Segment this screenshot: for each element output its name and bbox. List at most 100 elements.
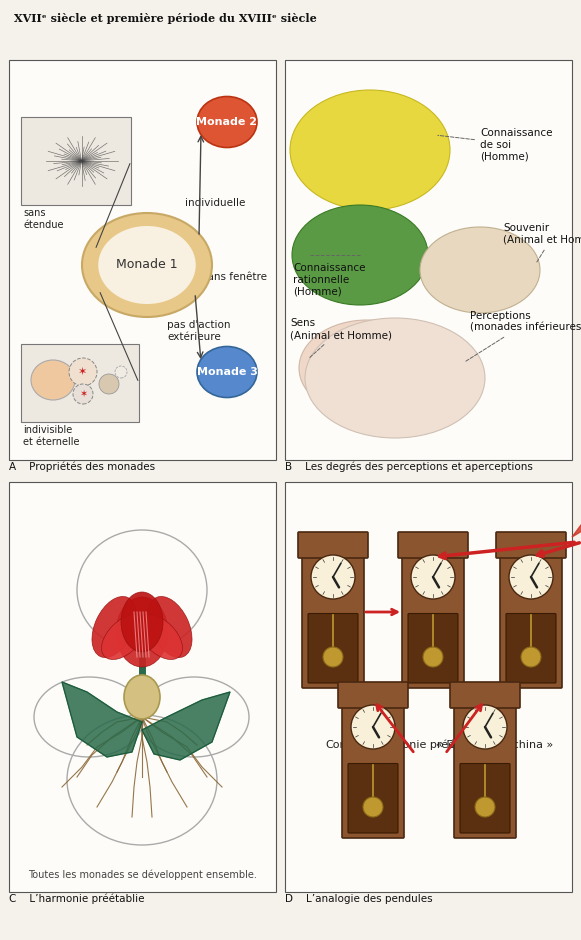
- Ellipse shape: [197, 347, 257, 398]
- FancyBboxPatch shape: [302, 536, 364, 688]
- Text: Souvenir
(Animal et Homme): Souvenir (Animal et Homme): [503, 224, 581, 262]
- Text: ✶: ✶: [79, 389, 87, 399]
- Text: « Deus ex machina »: « Deus ex machina »: [436, 740, 554, 750]
- Text: Monade 3: Monade 3: [196, 367, 257, 377]
- Ellipse shape: [352, 357, 382, 379]
- Ellipse shape: [367, 358, 423, 398]
- Polygon shape: [572, 507, 581, 537]
- Text: ✶: ✶: [78, 367, 88, 377]
- FancyBboxPatch shape: [402, 536, 464, 688]
- FancyBboxPatch shape: [308, 614, 358, 683]
- FancyBboxPatch shape: [342, 686, 404, 838]
- FancyBboxPatch shape: [460, 763, 510, 833]
- Ellipse shape: [320, 113, 420, 187]
- Ellipse shape: [474, 266, 486, 274]
- Ellipse shape: [362, 144, 378, 156]
- Bar: [21, 117, 131, 205]
- Text: C    L’harmonie préétablie: C L’harmonie préétablie: [9, 894, 145, 904]
- Ellipse shape: [357, 253, 363, 257]
- Circle shape: [73, 384, 93, 404]
- Text: XVIIᵉ siècle et première période du XVIIIᵉ siècle: XVIIᵉ siècle et première période du XVII…: [14, 13, 317, 24]
- Ellipse shape: [365, 367, 369, 369]
- Ellipse shape: [124, 675, 160, 719]
- Ellipse shape: [330, 335, 460, 421]
- FancyBboxPatch shape: [348, 763, 398, 833]
- Circle shape: [423, 647, 443, 667]
- Ellipse shape: [290, 90, 450, 210]
- Ellipse shape: [82, 213, 212, 317]
- Bar: [9, 482, 276, 892]
- Text: Perceptions
(monades inférieures): Perceptions (monades inférieures): [465, 311, 581, 362]
- Ellipse shape: [367, 148, 373, 152]
- Circle shape: [99, 374, 119, 394]
- Text: Toutes les monades se développent ensemble.: Toutes les monades se développent ensemb…: [27, 870, 256, 880]
- Ellipse shape: [305, 318, 485, 438]
- Ellipse shape: [305, 215, 415, 295]
- FancyBboxPatch shape: [450, 682, 520, 708]
- Ellipse shape: [92, 597, 136, 657]
- FancyBboxPatch shape: [506, 614, 556, 683]
- Ellipse shape: [121, 592, 163, 652]
- FancyBboxPatch shape: [500, 536, 562, 688]
- Bar: [285, 60, 572, 460]
- Text: Connaissance
rationnelle
(Homme): Connaissance rationnelle (Homme): [293, 263, 365, 296]
- Ellipse shape: [465, 259, 495, 281]
- Ellipse shape: [31, 360, 75, 400]
- Circle shape: [115, 366, 127, 378]
- Ellipse shape: [361, 364, 373, 372]
- Text: sans
étendue: sans étendue: [23, 208, 63, 229]
- FancyBboxPatch shape: [454, 686, 516, 838]
- Circle shape: [351, 705, 395, 749]
- Ellipse shape: [148, 597, 192, 657]
- Ellipse shape: [420, 227, 540, 313]
- Ellipse shape: [305, 102, 435, 198]
- Text: Harmonie préétablie: Harmonie préétablie: [372, 740, 486, 750]
- FancyBboxPatch shape: [298, 532, 368, 558]
- Ellipse shape: [197, 97, 257, 148]
- Circle shape: [521, 647, 541, 667]
- Bar: [21, 344, 139, 422]
- Text: indivisible
et éternelle: indivisible et éternelle: [23, 425, 80, 446]
- Circle shape: [509, 555, 553, 599]
- Circle shape: [475, 797, 495, 817]
- Text: individuelle: individuelle: [185, 198, 245, 208]
- Text: Monade 1: Monade 1: [116, 258, 178, 272]
- Text: Connaissance
de soi
(Homme): Connaissance de soi (Homme): [437, 128, 553, 161]
- Ellipse shape: [435, 237, 525, 303]
- Ellipse shape: [338, 239, 382, 271]
- FancyBboxPatch shape: [338, 682, 408, 708]
- Ellipse shape: [317, 333, 417, 403]
- Ellipse shape: [322, 227, 398, 283]
- Ellipse shape: [116, 597, 168, 667]
- Text: sans fenêtre: sans fenêtre: [202, 272, 267, 282]
- Ellipse shape: [102, 615, 146, 660]
- Text: Sens
(Animal et Homme): Sens (Animal et Homme): [290, 319, 392, 358]
- FancyBboxPatch shape: [398, 532, 468, 558]
- FancyBboxPatch shape: [408, 614, 458, 683]
- Ellipse shape: [337, 346, 397, 390]
- Ellipse shape: [138, 615, 182, 660]
- Circle shape: [323, 647, 343, 667]
- Circle shape: [463, 705, 507, 749]
- Ellipse shape: [336, 125, 404, 175]
- Ellipse shape: [299, 320, 435, 416]
- Text: B    Les degrés des perceptions et aperceptions: B Les degrés des perceptions et apercept…: [285, 462, 533, 473]
- Polygon shape: [142, 692, 230, 760]
- Ellipse shape: [478, 269, 482, 271]
- Bar: [9, 60, 276, 460]
- Circle shape: [69, 358, 97, 386]
- Text: A    Propriétés des monades: A Propriétés des monades: [9, 462, 155, 473]
- Text: Monade 2: Monade 2: [196, 117, 257, 127]
- Ellipse shape: [452, 250, 508, 290]
- Text: pas d'action
extérieure: pas d'action extérieure: [167, 320, 231, 341]
- Text: Connexion: Connexion: [325, 740, 385, 750]
- Circle shape: [411, 555, 455, 599]
- Bar: [285, 482, 572, 892]
- Circle shape: [363, 797, 383, 817]
- Polygon shape: [62, 682, 142, 757]
- Ellipse shape: [292, 205, 428, 305]
- Ellipse shape: [350, 135, 390, 165]
- Circle shape: [311, 555, 355, 599]
- Text: D    L’analogie des pendules: D L’analogie des pendules: [285, 894, 433, 904]
- Ellipse shape: [351, 248, 369, 262]
